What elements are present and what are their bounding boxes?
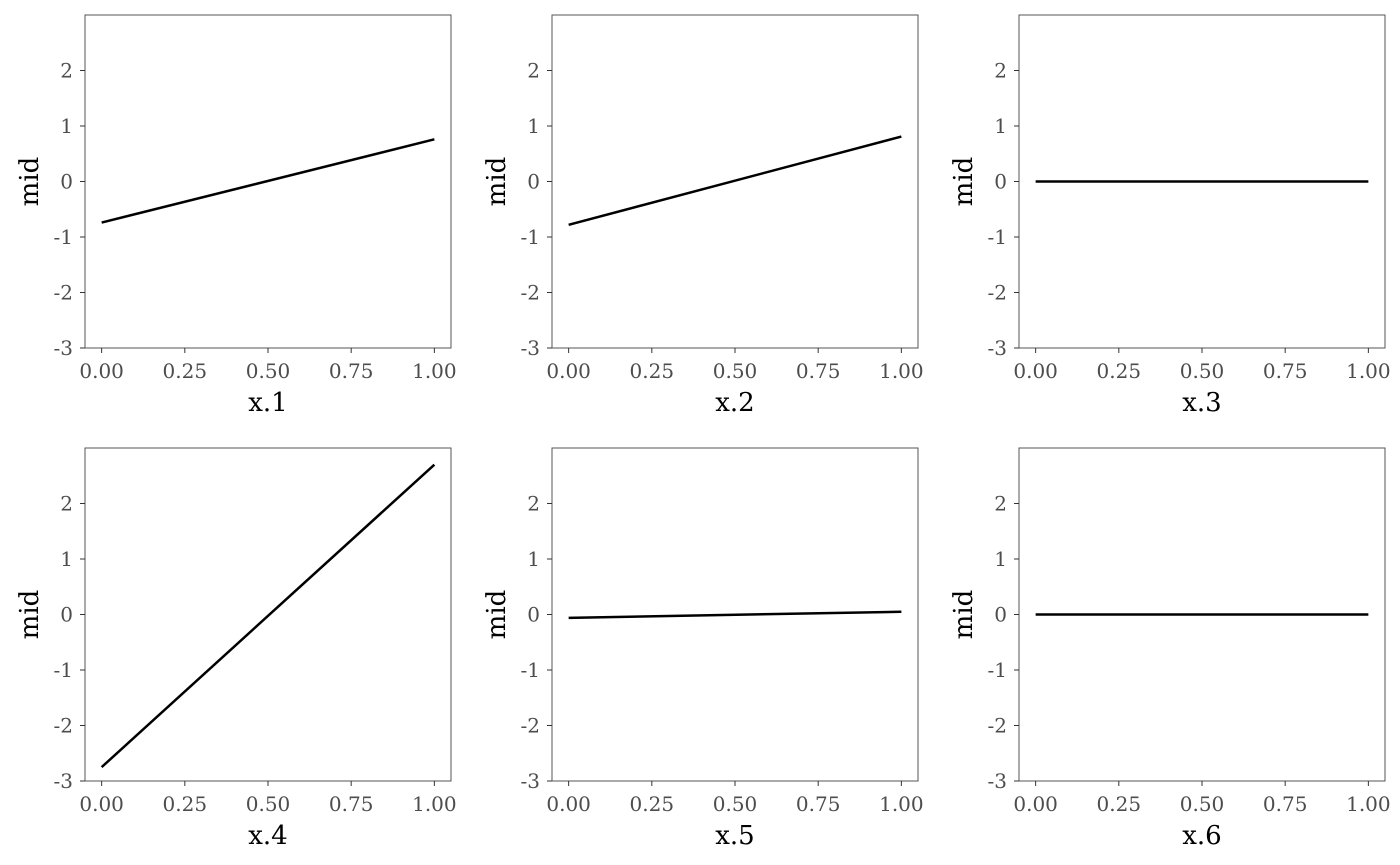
x-tick-label: 0.25 bbox=[630, 359, 675, 383]
x-tick-label: 0.25 bbox=[163, 359, 208, 383]
y-tick-label: -1 bbox=[54, 658, 73, 682]
y-tick-label: -2 bbox=[54, 714, 73, 738]
panel-3: -3 -2 -1 0 1 2 0.00 0.25 0.50 0.75 1.00 x.3 mid bbox=[949, 14, 1391, 418]
y-tick-label: -1 bbox=[521, 658, 540, 682]
y-tick-label: 2 bbox=[527, 492, 540, 516]
x-tick-label: 0.00 bbox=[79, 359, 124, 383]
y-tick-label: -2 bbox=[521, 714, 540, 738]
y-tick-label: -2 bbox=[988, 281, 1007, 305]
y-tick-label: 2 bbox=[994, 59, 1007, 83]
x-tick-label: 0.00 bbox=[546, 792, 591, 816]
x-axis-title: x.6 bbox=[1182, 821, 1221, 851]
y-tick-label: -1 bbox=[54, 225, 73, 249]
x-tick-label: 0.75 bbox=[1263, 792, 1308, 816]
y-tick-label: 0 bbox=[60, 170, 73, 194]
x-tick-label: 0.50 bbox=[713, 792, 758, 816]
y-tick-label: -3 bbox=[988, 336, 1007, 360]
y-axis-title: mid bbox=[482, 590, 512, 640]
series-line bbox=[100, 463, 436, 769]
y-tick-label: -3 bbox=[521, 769, 540, 793]
y-tick-label: -3 bbox=[54, 769, 73, 793]
y-tick-label: -1 bbox=[988, 658, 1007, 682]
x-tick-label: 0.00 bbox=[1013, 359, 1058, 383]
y-tick-label: 0 bbox=[527, 170, 540, 194]
x-axis-title: x.2 bbox=[715, 388, 754, 418]
y-tick-label: -3 bbox=[521, 336, 540, 360]
y-tick-label: 2 bbox=[60, 492, 73, 516]
y-axis-title: mid bbox=[949, 157, 979, 207]
series-line bbox=[568, 610, 902, 620]
x-tick-label: 1.00 bbox=[412, 359, 457, 383]
x-axis-title: x.3 bbox=[1182, 388, 1221, 418]
panel-2: -3 -2 -1 0 1 2 0.00 0.25 0.50 0.75 1.00 x.2 mid bbox=[482, 14, 924, 418]
y-tick-label: 0 bbox=[994, 170, 1007, 194]
y-tick-label: -1 bbox=[521, 225, 540, 249]
y-tick-label: 0 bbox=[527, 603, 540, 627]
x-tick-label: 0.50 bbox=[1180, 359, 1225, 383]
x-tick-label: 0.25 bbox=[1097, 359, 1142, 383]
x-tick-label: 0.25 bbox=[163, 792, 208, 816]
y-axis-title: mid bbox=[15, 157, 45, 207]
x-tick-label: 1.00 bbox=[879, 792, 924, 816]
y-tick-label: 0 bbox=[60, 603, 73, 627]
y-tick-label: 1 bbox=[527, 114, 540, 138]
x-axis-title: x.4 bbox=[248, 821, 287, 851]
series-line bbox=[101, 138, 435, 224]
panel-5: -3 -2 -1 0 1 2 0.00 0.25 0.50 0.75 1.00 x.5 mid bbox=[482, 447, 924, 851]
x-tick-label: 0.00 bbox=[546, 359, 591, 383]
y-tick-label: 1 bbox=[60, 547, 73, 571]
y-tick-label: 1 bbox=[994, 114, 1007, 138]
y-tick-label: -1 bbox=[988, 225, 1007, 249]
x-tick-label: 0.75 bbox=[796, 792, 841, 816]
y-tick-label: -2 bbox=[54, 281, 73, 305]
x-tick-label: 1.00 bbox=[879, 359, 924, 383]
x-tick-label: 0.75 bbox=[1263, 359, 1308, 383]
x-tick-label: 0.50 bbox=[246, 792, 291, 816]
y-axis-title: mid bbox=[949, 590, 979, 640]
y-tick-label: -2 bbox=[988, 714, 1007, 738]
x-tick-label: 0.50 bbox=[1180, 792, 1225, 816]
x-tick-label: 0.25 bbox=[630, 792, 675, 816]
y-tick-label: 1 bbox=[994, 547, 1007, 571]
panel-4: -3 -2 -1 0 1 2 0.00 0.25 0.50 0.75 1.00 x.4 mid bbox=[15, 447, 457, 851]
y-tick-label: 1 bbox=[60, 114, 73, 138]
x-tick-label: 0.75 bbox=[796, 359, 841, 383]
x-tick-label: 0.50 bbox=[246, 359, 291, 383]
y-tick-label: -2 bbox=[521, 281, 540, 305]
y-tick-label: -3 bbox=[988, 769, 1007, 793]
panel-1: -3 -2 -1 0 1 2 0.00 0.25 0.50 0.75 1.00 x.1 mid bbox=[15, 14, 457, 418]
x-tick-label: 1.00 bbox=[412, 792, 457, 816]
y-tick-label: 2 bbox=[60, 59, 73, 83]
x-tick-label: 0.00 bbox=[1013, 792, 1058, 816]
series-line bbox=[568, 135, 902, 226]
x-tick-label: 0.75 bbox=[329, 359, 374, 383]
x-tick-label: 0.00 bbox=[79, 792, 124, 816]
x-tick-label: 0.50 bbox=[713, 359, 758, 383]
y-axis-title: mid bbox=[15, 590, 45, 640]
panel-6: -3 -2 -1 0 1 2 0.00 0.25 0.50 0.75 1.00 x.6 mid bbox=[949, 447, 1391, 851]
y-tick-label: 2 bbox=[994, 492, 1007, 516]
y-axis-title: mid bbox=[482, 157, 512, 207]
x-axis-title: x.5 bbox=[715, 821, 754, 851]
y-tick-label: 2 bbox=[527, 59, 540, 83]
x-tick-label: 0.75 bbox=[329, 792, 374, 816]
y-tick-label: 0 bbox=[994, 603, 1007, 627]
x-tick-label: 1.00 bbox=[1346, 359, 1391, 383]
y-tick-label: -3 bbox=[54, 336, 73, 360]
y-tick-label: 1 bbox=[527, 547, 540, 571]
x-tick-label: 1.00 bbox=[1346, 792, 1391, 816]
x-axis-title: x.1 bbox=[248, 388, 287, 418]
x-tick-label: 0.25 bbox=[1097, 792, 1142, 816]
